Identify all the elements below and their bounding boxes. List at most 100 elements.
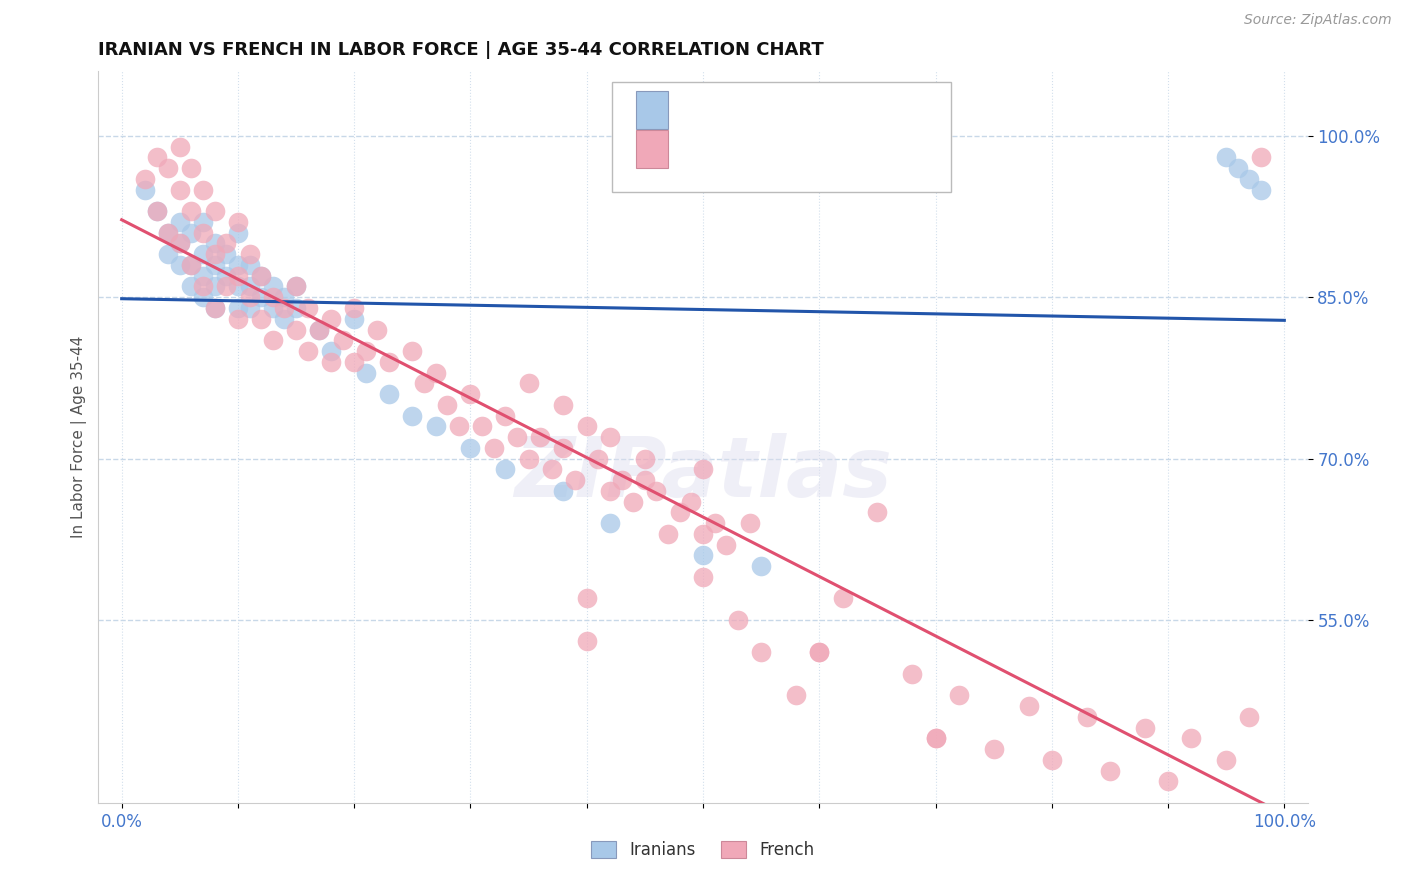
Point [692,549,714,563]
Point [332,333,354,347]
Point [343,355,366,369]
Point [204,301,226,315]
Point [401,409,423,423]
Point [599,516,621,530]
Point [425,366,447,380]
Point [924,731,946,746]
Point [494,462,516,476]
Point [180,258,202,272]
Point [285,279,308,293]
Point [239,258,262,272]
Point [517,376,540,391]
Point [588,451,610,466]
Point [378,387,401,401]
Point [1076,710,1098,724]
Point [204,279,226,293]
Point [460,387,482,401]
Point [681,494,703,508]
Point [924,731,946,746]
Text: R =: R = [682,103,716,118]
Point [366,322,388,336]
Point [1215,753,1237,767]
Point [1250,183,1272,197]
Point [692,462,714,476]
Point [169,215,191,229]
Point [553,441,575,455]
Point [145,204,167,219]
Point [413,376,436,391]
Point [319,311,342,326]
Point [239,301,262,315]
Point [191,279,214,293]
Legend: Iranians, French: Iranians, French [583,833,823,868]
Point [180,258,202,272]
Point [343,301,366,315]
Point [215,268,238,283]
Point [169,258,191,272]
Point [273,290,295,304]
Text: IRANIAN VS FRENCH IN LABOR FORCE | AGE 35-44 CORRELATION CHART: IRANIAN VS FRENCH IN LABOR FORCE | AGE 3… [98,41,824,59]
Point [983,742,1005,756]
Point [262,301,284,315]
Point [866,505,889,519]
Point [215,247,238,261]
Point [808,645,831,659]
Point [948,688,970,702]
Point [1226,161,1249,176]
Point [482,441,505,455]
Point [297,301,319,315]
Point [343,311,366,326]
Point [226,215,249,229]
Point [529,430,551,444]
Point [273,301,295,315]
Point [285,301,308,315]
Point [180,226,202,240]
Point [540,462,562,476]
Point [204,258,226,272]
Point [297,344,319,359]
Point [285,279,308,293]
Point [191,247,214,261]
Point [262,279,284,293]
Point [749,559,772,574]
Point [354,366,377,380]
Point [226,279,249,293]
Point [1239,710,1261,724]
Point [703,516,725,530]
Point [169,139,191,153]
Point [692,570,714,584]
Point [134,183,156,197]
Point [145,150,167,164]
Point [215,236,238,251]
Point [319,344,342,359]
Point [460,441,482,455]
Point [157,226,180,240]
Point [668,505,690,519]
Point [226,258,249,272]
Point [1180,731,1202,746]
Point [599,430,621,444]
Point [425,419,447,434]
Point [401,344,423,359]
Point [239,279,262,293]
Point [308,322,330,336]
Point [180,204,202,219]
Point [226,268,249,283]
Point [436,398,458,412]
Point [204,236,226,251]
Point [471,419,494,434]
Point [634,473,657,487]
Point [575,634,598,648]
Point [215,279,238,293]
Point [262,290,284,304]
Point [191,183,214,197]
Point [354,344,377,359]
Point [1239,172,1261,186]
Point [204,204,226,219]
Point [191,226,214,240]
Point [169,183,191,197]
Text: ZIPatlas: ZIPatlas [515,434,891,514]
Point [599,483,621,498]
Point [692,527,714,541]
Point [575,419,598,434]
